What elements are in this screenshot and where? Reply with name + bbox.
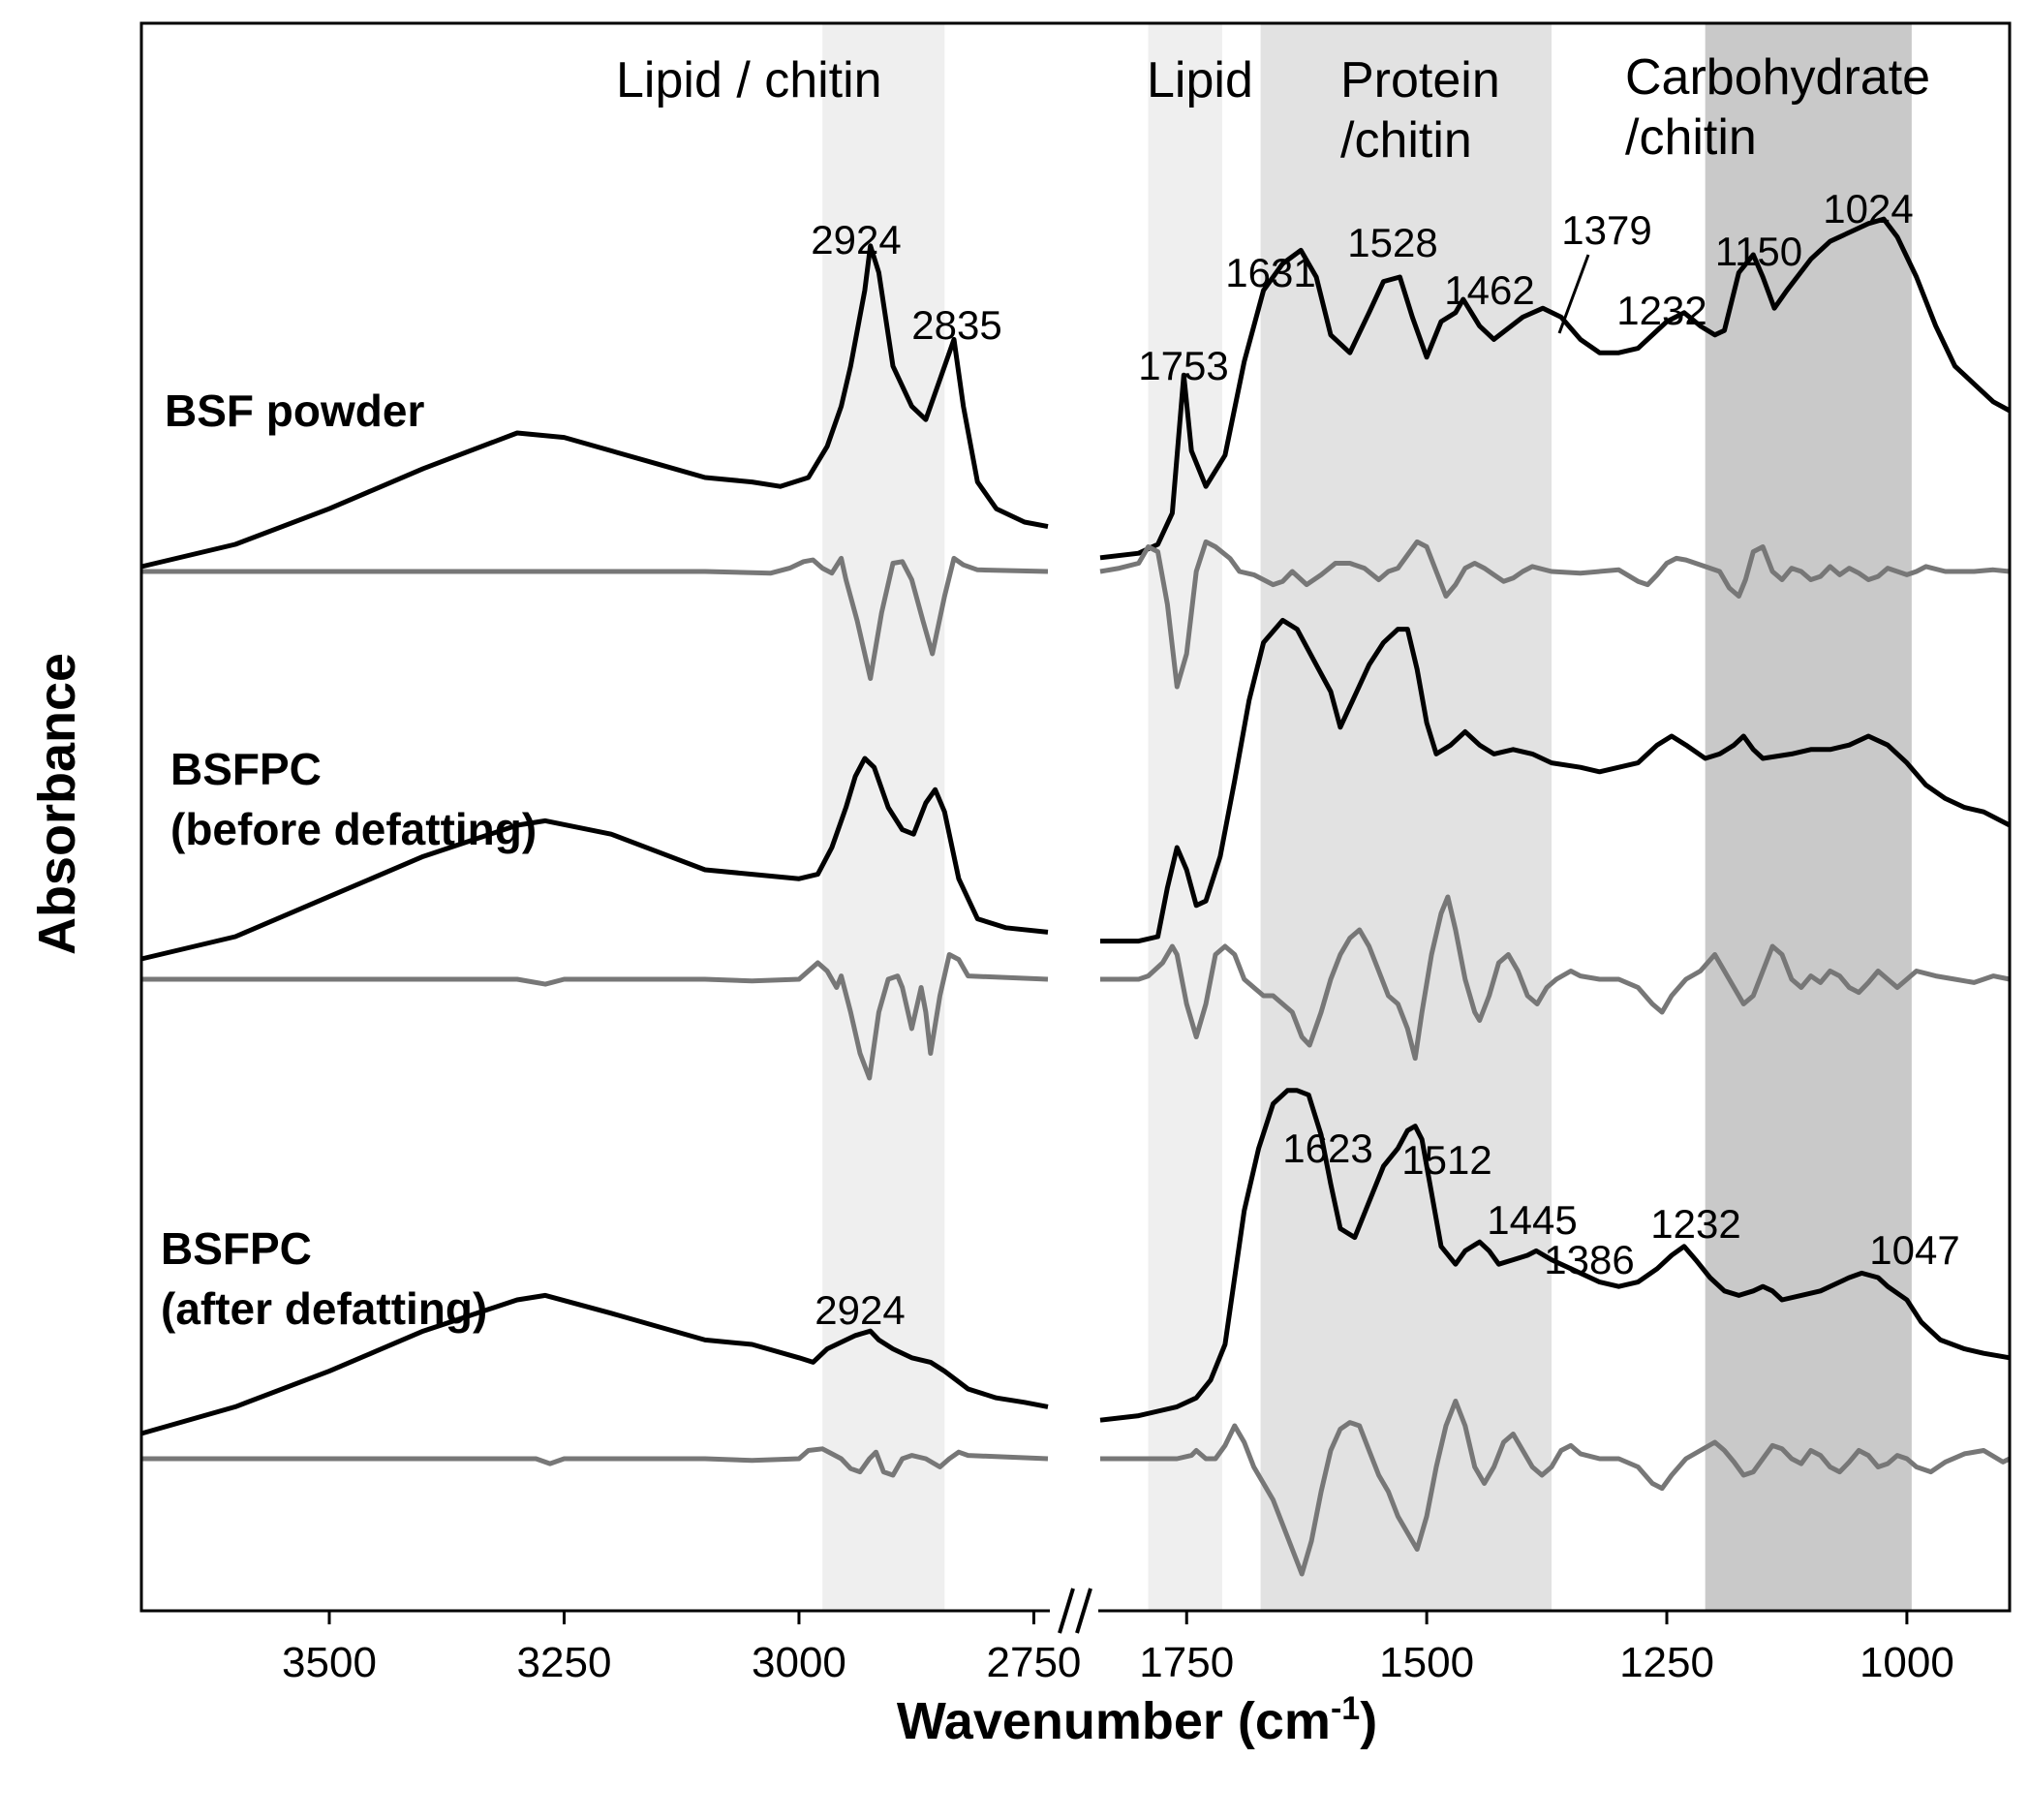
series-line-5-seg1 (1100, 1399, 2012, 1577)
region-band-2 (1260, 23, 1552, 1611)
peak-label: 1623 (1282, 1126, 1372, 1171)
peak-label: 1462 (1444, 267, 1534, 313)
peak-label: 1753 (1138, 343, 1228, 388)
sample-label-line: (before defatting) (170, 804, 537, 854)
x-axis-title-close: ) (1360, 1692, 1377, 1750)
region-label-line: /chitin (1340, 112, 1472, 169)
peak-label: 1379 (1561, 207, 1651, 253)
region-label-line: Carbohydrate (1625, 49, 1930, 106)
y-axis-title: Absorbance (28, 653, 86, 955)
peak-label: 1047 (1869, 1227, 1959, 1273)
peak-label: 1232 (1650, 1201, 1740, 1247)
sample-label-4: BSFPC (after defatting) (161, 1223, 487, 1334)
peak-leader-line (1557, 254, 1590, 334)
x-tick-label: 1250 (1619, 1639, 1714, 1686)
x-axis-title-main: Wavenumber (cm (897, 1692, 1331, 1750)
region-label-line: Lipid (1147, 52, 1253, 108)
sample-label-line: BSFPC (170, 744, 322, 794)
series-line-2-seg0 (140, 756, 1049, 962)
spectra-series (140, 216, 2012, 1577)
peak-label: 1024 (1823, 186, 1913, 231)
region-label-2: Protein/chitin (1340, 52, 1500, 169)
sample-label-2: BSFPC (before defatting) (170, 744, 537, 854)
peak-label: 1528 (1347, 220, 1437, 265)
spectral-regions (822, 23, 1912, 1611)
x-axis-title-exponent: -1 (1331, 1690, 1360, 1727)
axis-break-mark (1058, 1588, 1075, 1634)
sample-label-line: BSFPC (161, 1223, 312, 1274)
peak-label: 2924 (811, 217, 901, 262)
series-line-1-seg1 (1099, 539, 2011, 690)
region-label-line: Protein (1340, 52, 1500, 108)
series-line-0-seg0 (140, 243, 1049, 570)
peak-label: 1631 (1225, 250, 1315, 295)
peak-label: 2924 (815, 1287, 905, 1333)
region-label-1: Lipid (1147, 52, 1253, 108)
series-line-2-seg1 (1100, 617, 2012, 944)
peak-label: 1445 (1487, 1197, 1577, 1243)
series-line-3-seg0 (141, 952, 1049, 1081)
x-tick-label: 1500 (1379, 1639, 1474, 1686)
axis-break-gap (1050, 1605, 1098, 1617)
axis-break-mark (1075, 1588, 1092, 1634)
sample-label-0: BSF powder (165, 386, 424, 436)
series-line-1-seg0 (141, 555, 1049, 681)
region-label-3: Carbohydrate/chitin (1625, 49, 1930, 166)
peak-label: 1232 (1616, 288, 1706, 333)
sample-label-line: (after defatting) (161, 1283, 487, 1334)
region-label-0: Lipid / chitin (616, 52, 882, 108)
peak-label: 1150 (1715, 229, 1802, 274)
x-tick-label: 3000 (752, 1639, 846, 1686)
region-band-3 (1705, 23, 1912, 1611)
x-tick-label: 2750 (987, 1639, 1082, 1686)
annotations: Lipid / chitin Lipid Protein/chitinCarbohy… (161, 49, 1960, 1334)
peak-label: 2835 (911, 302, 1001, 348)
series-line-4-seg0 (140, 1292, 1049, 1436)
peak-label: 1512 (1401, 1137, 1491, 1183)
region-label-line: Lipid / chitin (616, 52, 882, 108)
region-label-line: /chitin (1625, 109, 1757, 166)
x-axis-title: Wavenumber (cm-1) (897, 1690, 1377, 1750)
x-tick-label: 1750 (1139, 1639, 1234, 1686)
series-line-3-seg1 (1100, 894, 2011, 1062)
x-tick-label: 3500 (282, 1639, 377, 1686)
series-line-0-seg1 (1099, 216, 2012, 561)
region-band-1 (1148, 23, 1222, 1611)
peak-label: 1386 (1544, 1237, 1634, 1282)
series-line-5-seg0 (141, 1446, 1049, 1478)
sample-label-line: BSF powder (165, 386, 424, 436)
series-line-4-seg1 (1099, 1088, 2011, 1423)
axes: 3500 3250 3000 2750 1750 1500 1250 1000 (139, 21, 2012, 1686)
x-tick-label: 1000 (1860, 1639, 1954, 1686)
x-tick-label: 3250 (517, 1639, 612, 1686)
